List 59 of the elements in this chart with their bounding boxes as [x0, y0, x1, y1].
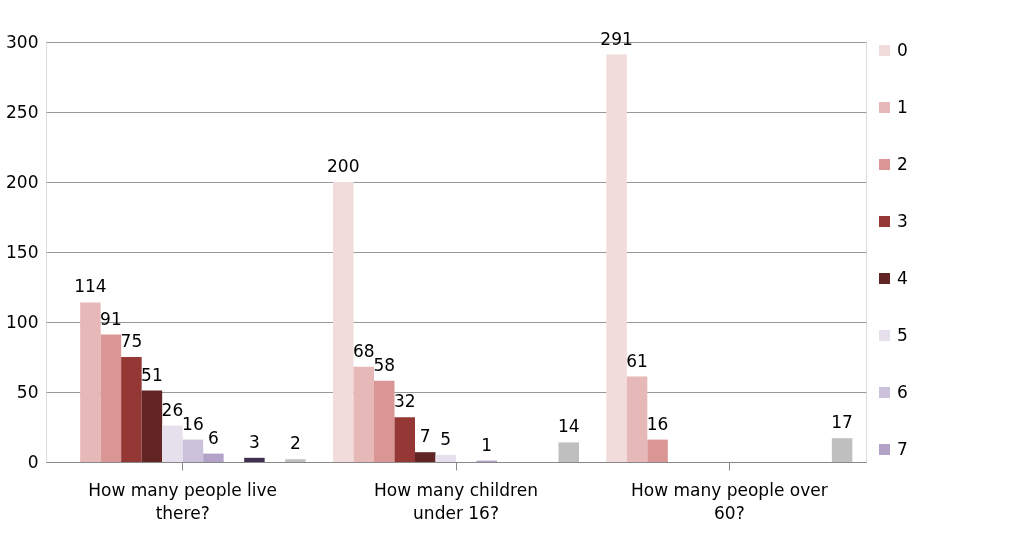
legend-label: 3: [897, 210, 908, 231]
data-label: 17: [831, 412, 853, 433]
bar: [121, 357, 142, 462]
data-label: 16: [646, 413, 669, 434]
legend-label: 7: [897, 438, 908, 459]
bar: [285, 459, 306, 462]
legend-label: 1: [897, 96, 908, 117]
x-tick-label: How many children under 16?: [374, 479, 538, 523]
legend-label: 4: [897, 267, 908, 288]
y-tick-label: 150: [6, 241, 39, 262]
bar: [353, 366, 374, 462]
data-label: 114: [74, 276, 107, 297]
data-label: 291: [600, 28, 633, 49]
y-tick-label: 300: [6, 31, 39, 52]
bar: [333, 182, 354, 462]
y-tick-label: 200: [6, 171, 39, 192]
bar: [558, 442, 579, 462]
data-label: 16: [182, 413, 204, 434]
bar: [647, 439, 668, 462]
data-label: 32: [393, 391, 416, 412]
legend-label: 6: [897, 381, 908, 402]
y-tick-label: 250: [6, 101, 39, 122]
y-tick-label: 100: [6, 311, 39, 332]
data-label: 68: [352, 340, 375, 361]
data-label: 3: [249, 431, 260, 452]
data-label: 2: [290, 433, 301, 454]
legend-label: 5: [897, 324, 908, 345]
bar: [100, 334, 122, 462]
x-tick-label: How many people over 60?: [631, 479, 828, 523]
data-label: 58: [373, 354, 396, 375]
bar: [203, 453, 224, 462]
bar: [374, 380, 395, 462]
bar: [182, 439, 204, 462]
data-label: 5: [440, 429, 452, 449]
legend-label: 2: [897, 153, 908, 174]
x-tick-label: How many people live there?: [88, 479, 278, 523]
bar: [606, 54, 627, 462]
data-label: 51: [141, 364, 163, 385]
bar: [80, 302, 101, 462]
data-label: 61: [626, 350, 648, 371]
bar: [244, 457, 265, 462]
legend-label: 0: [897, 39, 908, 60]
bar: [141, 390, 163, 462]
data-label: 26: [161, 399, 184, 420]
bar: [162, 425, 183, 462]
bar: [415, 452, 436, 462]
data-label: 1: [481, 434, 493, 455]
bar: [626, 376, 648, 462]
data-label: 200: [327, 156, 360, 176]
y-tick-label: 0: [27, 451, 39, 472]
bar: [435, 455, 456, 462]
bar: [831, 438, 853, 462]
data-label: 14: [557, 416, 580, 437]
data-label: 91: [100, 308, 122, 329]
data-label: 7: [419, 426, 431, 447]
data-label: 6: [208, 427, 219, 448]
data-label: 75: [120, 331, 143, 351]
bar: [394, 417, 415, 462]
y-tick-label: 50: [16, 381, 39, 402]
